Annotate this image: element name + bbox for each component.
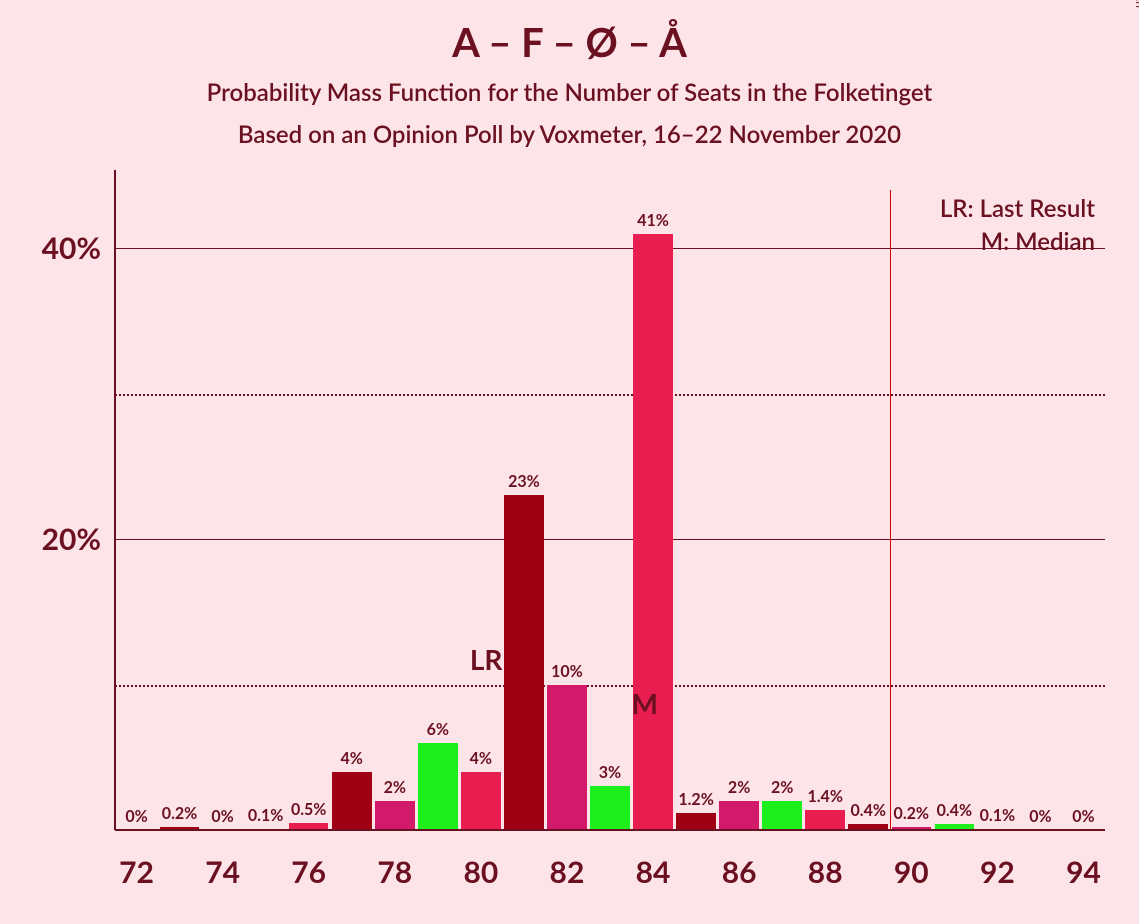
bar: 23% [504, 495, 544, 830]
x-tick-label: 88 [808, 830, 843, 890]
bar-value-label: 41% [637, 211, 669, 234]
bar: 10% [547, 685, 587, 830]
bar-value-label: 4% [470, 749, 492, 772]
annotation: M [632, 686, 658, 720]
credit-text: © 2020 Filip van Laenen [1133, 0, 1139, 8]
x-tick-label: 90 [894, 830, 929, 890]
x-tick-label: 94 [1066, 830, 1101, 890]
legend-line: M: Median [940, 227, 1095, 260]
bar-value-label: 6% [427, 720, 449, 743]
x-tick-label: 82 [550, 830, 585, 890]
bar-value-label: 0.4% [851, 801, 886, 824]
bar: 2% [719, 801, 759, 830]
bar-value-label: 0% [125, 807, 147, 830]
bar-value-label: 2% [728, 778, 750, 801]
x-tick-label: 74 [205, 830, 240, 890]
bar-value-label: 1.2% [678, 790, 713, 813]
bar-value-label: 3% [599, 763, 621, 786]
bar-value-label: 0% [1072, 807, 1094, 830]
chart-title: A – F – Ø – Å [0, 18, 1139, 66]
y-axis [114, 170, 116, 830]
bar-value-label: 0.2% [894, 804, 929, 827]
x-axis [115, 829, 1105, 831]
chart-subtitle-1: Probability Mass Function for the Number… [0, 78, 1139, 107]
reference-line [890, 190, 891, 830]
bar-value-label: 4% [341, 749, 363, 772]
bar-value-label: 23% [508, 472, 540, 495]
bar: 41% [633, 234, 673, 830]
bar: 4% [332, 772, 372, 830]
gridline-minor [115, 394, 1105, 396]
legend-line: LR: Last Result [940, 194, 1095, 227]
bar-value-label: 0.2% [162, 804, 197, 827]
x-tick-label: 78 [377, 830, 412, 890]
bar: 2% [762, 801, 802, 830]
bar-value-label: 10% [551, 662, 583, 685]
x-tick-label: 84 [636, 830, 671, 890]
annotation: LR [470, 642, 503, 676]
bar: 4% [461, 772, 501, 830]
plot-area: 20%40%0%0.2%0%0.1%0.5%4%2%6%4%23%10%3%41… [115, 190, 1105, 830]
bar: 1.2% [676, 813, 716, 830]
bar: 3% [590, 786, 630, 830]
bar-value-label: 2% [771, 778, 793, 801]
bar-value-label: 0.1% [980, 806, 1015, 829]
bar-value-label: 0% [211, 807, 233, 830]
gridline-major [115, 539, 1105, 540]
gridline-minor [115, 685, 1105, 687]
bar-value-label: 0.5% [291, 800, 326, 823]
x-tick-label: 86 [722, 830, 757, 890]
bar-value-label: 0.4% [937, 801, 972, 824]
bar: 6% [418, 743, 458, 830]
legend: LR: Last ResultM: Median [940, 194, 1095, 260]
x-tick-label: 92 [980, 830, 1015, 890]
bar-value-label: 2% [384, 778, 406, 801]
chart-subtitle-2: Based on an Opinion Poll by Voxmeter, 16… [0, 120, 1139, 149]
bar-value-label: 0.1% [248, 806, 283, 829]
bar-value-label: 0% [1029, 807, 1051, 830]
bar: 1.4% [805, 810, 845, 830]
x-tick-label: 80 [463, 830, 498, 890]
y-tick-label: 20% [42, 521, 115, 557]
x-tick-label: 72 [119, 830, 154, 890]
bar-value-label: 1.4% [807, 787, 842, 810]
bar: 2% [375, 801, 415, 830]
y-tick-label: 40% [42, 230, 115, 266]
x-tick-label: 76 [291, 830, 326, 890]
chart-canvas: A – F – Ø – Å Probability Mass Function f… [0, 0, 1139, 924]
